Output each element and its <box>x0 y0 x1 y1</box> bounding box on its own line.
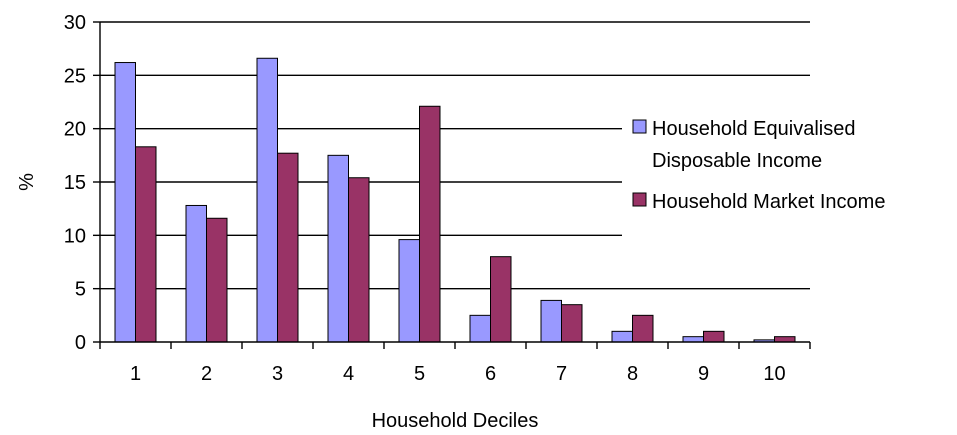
bar-series-1-decile-6 <box>469 314 491 343</box>
legend-box <box>622 108 957 236</box>
bar-series-2-decile-8 <box>632 314 654 343</box>
bar-series-2-decile-5 <box>419 105 441 343</box>
bar-series-1-decile-3 <box>256 57 278 343</box>
bar-series-1-decile-8 <box>611 330 633 343</box>
bar-series-2-decile-4 <box>348 177 370 343</box>
x-tick-label: 9 <box>698 363 709 385</box>
bar-series-2-decile-9 <box>703 330 725 343</box>
legend-swatch-series-1 <box>632 119 647 134</box>
legend-swatch-series-2 <box>632 192 647 207</box>
x-tick-label: 2 <box>201 363 212 385</box>
y-tick-label: 0 <box>75 332 86 354</box>
y-axis-title: % <box>16 173 38 191</box>
legend-label-series-1: Disposable Income <box>652 150 822 172</box>
legend-label-series-2: Household Market Income <box>652 191 885 213</box>
x-tick-label: 8 <box>627 363 638 385</box>
x-tick-labels: 1 2 3 4 5 6 7 8 9 10 <box>130 363 786 385</box>
bar-series-1-decile-5 <box>398 239 420 343</box>
y-tick-label: 30 <box>64 12 86 34</box>
x-tick-label: 3 <box>272 363 283 385</box>
bar-series-2-decile-3 <box>277 152 299 343</box>
legend-label-series-1: Household Equivalised <box>652 118 855 140</box>
bar-series-1-decile-1 <box>114 62 136 343</box>
y-tick-label: 15 <box>64 172 86 194</box>
axes <box>93 21 811 349</box>
y-tick-label: 5 <box>75 279 86 301</box>
x-axis-title: Household Deciles <box>372 410 539 432</box>
bar-series-2-decile-7 <box>561 304 583 343</box>
x-tick-label: 6 <box>485 363 496 385</box>
bar-series-2-decile-6 <box>490 256 512 343</box>
x-tick-label: 5 <box>414 363 425 385</box>
bar-series-1-decile-9 <box>682 336 704 343</box>
y-tick-labels: 0 5 10 15 20 25 30 <box>64 12 86 354</box>
legend: Household Equivalised Disposable Income Ho… <box>622 108 957 236</box>
bar-series-2-decile-2 <box>206 217 228 343</box>
y-tick-label: 25 <box>64 65 86 87</box>
bars <box>114 57 796 343</box>
bar-series-1-decile-7 <box>540 299 562 343</box>
x-tick-label: 7 <box>556 363 567 385</box>
bar-series-2-decile-10 <box>774 336 796 343</box>
y-tick-label: 20 <box>64 119 86 141</box>
bar-series-1-decile-2 <box>185 204 207 343</box>
bar-series-1-decile-4 <box>327 154 349 343</box>
x-tick-label: 10 <box>763 363 785 385</box>
bar-series-2-decile-1 <box>135 146 157 343</box>
x-tick-label: 1 <box>130 363 141 385</box>
x-tick-label: 4 <box>343 363 354 385</box>
y-tick-label: 10 <box>64 225 86 247</box>
